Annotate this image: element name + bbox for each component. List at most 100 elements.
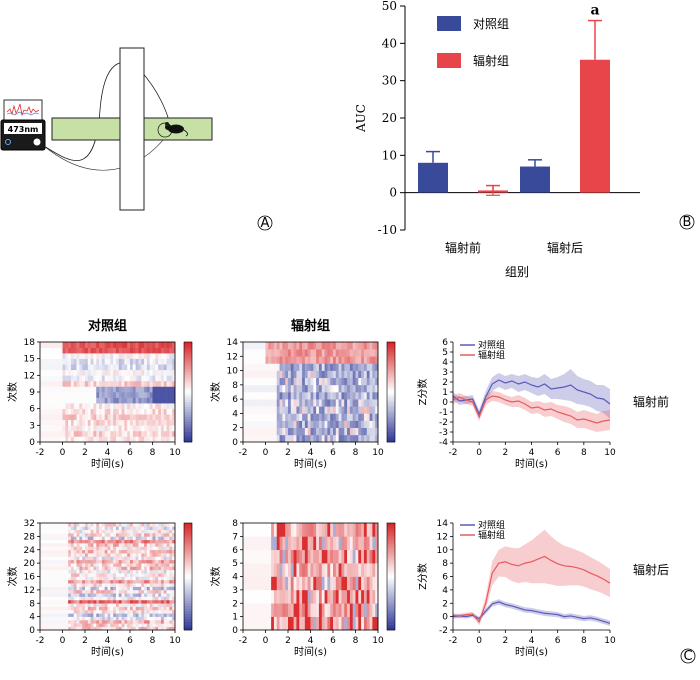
heatmap-cell	[299, 576, 303, 591]
heatmap-cell	[316, 549, 320, 564]
heatmap-cell	[42, 523, 46, 527]
heatmap-cell	[90, 596, 94, 601]
heatmap-cell	[372, 563, 376, 577]
heatmap-cell	[127, 566, 131, 571]
heatmap-cell	[45, 342, 49, 348]
heatmap-cell	[56, 573, 60, 577]
heatmap-cell	[85, 563, 89, 567]
y-tick-label: 30	[382, 74, 397, 88]
heatmap-cell	[138, 589, 142, 594]
colorbar-segment	[184, 409, 192, 413]
heatmap-cell	[160, 603, 165, 607]
heatmap-cell	[132, 563, 136, 567]
heatmap-cell	[101, 414, 105, 421]
colorbar-segment	[387, 377, 395, 380]
heatmap-cell	[96, 523, 100, 527]
heatmap-cell	[82, 364, 86, 371]
heatmap-cell	[138, 563, 142, 567]
heatmap-cell	[73, 414, 77, 421]
heatmap-cell	[327, 427, 331, 436]
heatmap-cell	[73, 430, 77, 437]
heatmap-cell	[361, 536, 365, 551]
y-tick-label: 6	[232, 395, 238, 405]
heatmap-cell	[132, 358, 136, 365]
heatmap-cell	[110, 403, 114, 409]
heatmap-cell	[324, 342, 328, 350]
heatmap-cell	[144, 563, 148, 567]
heatmap-cell	[79, 566, 83, 571]
heatmap-cell	[172, 358, 176, 365]
colorbar-segment	[184, 587, 192, 591]
heatmap-cell	[166, 536, 170, 541]
heatmap-cell	[70, 414, 75, 421]
heatmap-cell	[45, 559, 49, 564]
heatmap-cell	[335, 434, 339, 443]
heatmap-cell	[121, 408, 125, 415]
heatmap-cell	[135, 609, 139, 614]
heatmap-cell	[158, 626, 162, 631]
heatmap-cell	[321, 434, 325, 443]
heatmap-cell	[290, 392, 294, 400]
heatmap-cell	[121, 358, 125, 365]
heatmap-cell	[273, 356, 278, 364]
heatmap-cell	[51, 526, 55, 530]
heatmap-cell	[341, 536, 345, 551]
heatmap-cell	[51, 596, 55, 601]
heatmap-cell	[56, 364, 60, 371]
heatmap-cell	[299, 563, 303, 577]
heatmap-cell	[141, 589, 145, 594]
heatmap-cell	[172, 576, 176, 581]
heatmap-cell	[327, 384, 331, 393]
heatmap-cell	[138, 596, 142, 601]
heatmap-cell	[293, 349, 297, 357]
heatmap-cell	[121, 579, 125, 584]
heatmap-cell	[366, 349, 370, 357]
heatmap-cell	[59, 347, 63, 354]
heatmap-cell	[118, 380, 122, 387]
heatmap-cell	[70, 397, 75, 404]
heatmap-cell	[172, 536, 176, 541]
heatmap-cell	[144, 546, 148, 551]
x-tick-label: 2	[285, 448, 291, 458]
heatmap-cell	[152, 414, 156, 421]
heatmap-cell	[51, 616, 55, 621]
heatmap-cell	[335, 616, 339, 631]
heatmap-cell	[51, 619, 55, 624]
heatmap-cell	[257, 384, 261, 393]
heatmap-cell	[304, 370, 308, 379]
heatmap-cell	[372, 363, 376, 371]
heatmap-cell	[327, 563, 331, 577]
heatmap-cell	[271, 349, 275, 357]
heatmap-cell	[307, 536, 311, 551]
heatmap-cell	[107, 576, 111, 581]
heatmap-cell	[245, 399, 249, 407]
heatmap-cell	[282, 399, 286, 407]
heatmap-cell	[257, 427, 261, 436]
heatmap-cell	[324, 406, 328, 414]
heatmap-cell	[355, 420, 359, 429]
heatmap-cell	[107, 559, 111, 564]
heatmap-cell	[296, 399, 300, 407]
y-tick-label: 50	[382, 0, 397, 13]
heatmap-cell	[40, 397, 44, 404]
heatmap-cell	[96, 436, 100, 443]
heatmap-cell	[54, 347, 58, 354]
heatmap-cell	[51, 358, 55, 365]
heatmap-cell	[276, 363, 280, 371]
heatmap-cell	[276, 549, 280, 564]
heatmap-cell	[158, 342, 162, 348]
heatmap-cell	[56, 342, 60, 348]
heatmap-cell	[141, 353, 145, 359]
heatmap-cell	[144, 609, 148, 614]
heatmap-cell	[127, 583, 131, 587]
heatmap-cell	[299, 434, 303, 443]
heatmap-cell	[313, 363, 317, 371]
heatmap-cell	[68, 414, 72, 421]
heatmap-cell	[254, 342, 258, 350]
heatmap-cell	[369, 536, 373, 551]
heatmap-cell	[141, 559, 145, 564]
heatmap-cell	[110, 619, 114, 624]
heatmap-cell	[155, 559, 159, 564]
heatmap-cell	[56, 353, 60, 359]
